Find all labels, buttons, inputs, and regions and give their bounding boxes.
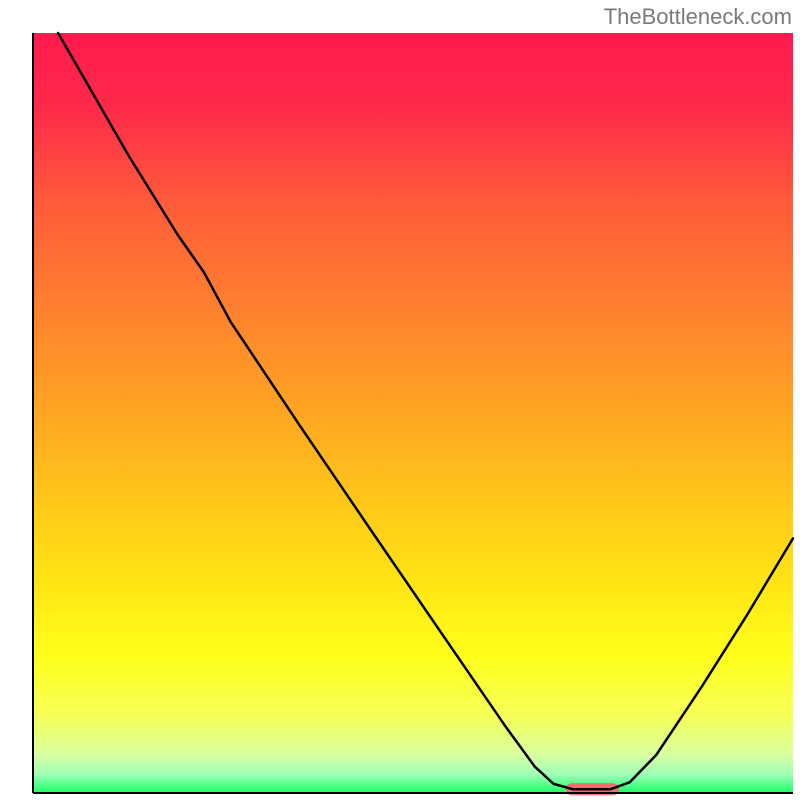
watermark-text: TheBottleneck.com [604,4,792,30]
chart-container: TheBottleneck.com [0,0,800,800]
plot-background [33,33,793,793]
chart-svg [0,0,800,800]
